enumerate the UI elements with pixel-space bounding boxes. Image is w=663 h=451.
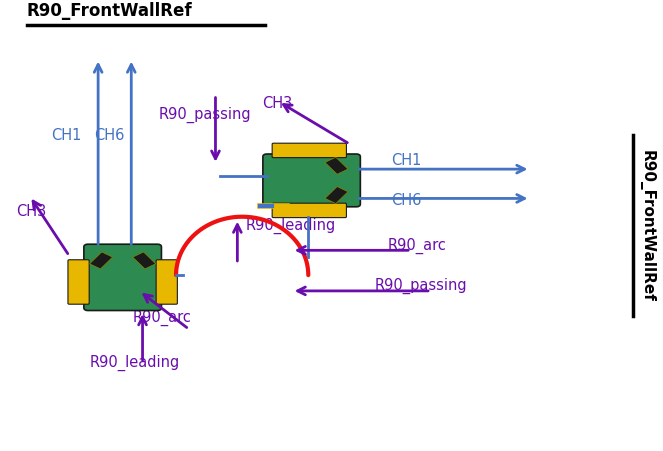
- FancyBboxPatch shape: [263, 154, 361, 207]
- Text: CH6: CH6: [94, 128, 125, 143]
- Text: CH1: CH1: [391, 152, 422, 168]
- Bar: [325, 187, 348, 203]
- FancyBboxPatch shape: [84, 244, 162, 310]
- Text: R90_arc: R90_arc: [133, 310, 192, 326]
- Text: R90_leading: R90_leading: [245, 217, 335, 234]
- Bar: [325, 157, 348, 174]
- Text: R90_FrontWallRef: R90_FrontWallRef: [27, 2, 192, 20]
- FancyBboxPatch shape: [272, 203, 346, 218]
- Text: CH6: CH6: [391, 193, 422, 208]
- Bar: [133, 252, 156, 269]
- Text: R90_arc: R90_arc: [388, 238, 447, 254]
- Text: CH3: CH3: [262, 96, 292, 111]
- FancyBboxPatch shape: [68, 260, 89, 304]
- Text: CH3: CH3: [17, 204, 47, 220]
- Text: CH1: CH1: [51, 128, 82, 143]
- Text: R90_leading: R90_leading: [90, 355, 180, 371]
- Text: R90_FrontWallRef: R90_FrontWallRef: [638, 150, 654, 301]
- Text: R90_passing: R90_passing: [375, 278, 467, 295]
- Bar: [90, 252, 113, 269]
- FancyBboxPatch shape: [272, 143, 346, 158]
- Text: R90_passing: R90_passing: [159, 107, 252, 123]
- FancyBboxPatch shape: [156, 260, 177, 304]
